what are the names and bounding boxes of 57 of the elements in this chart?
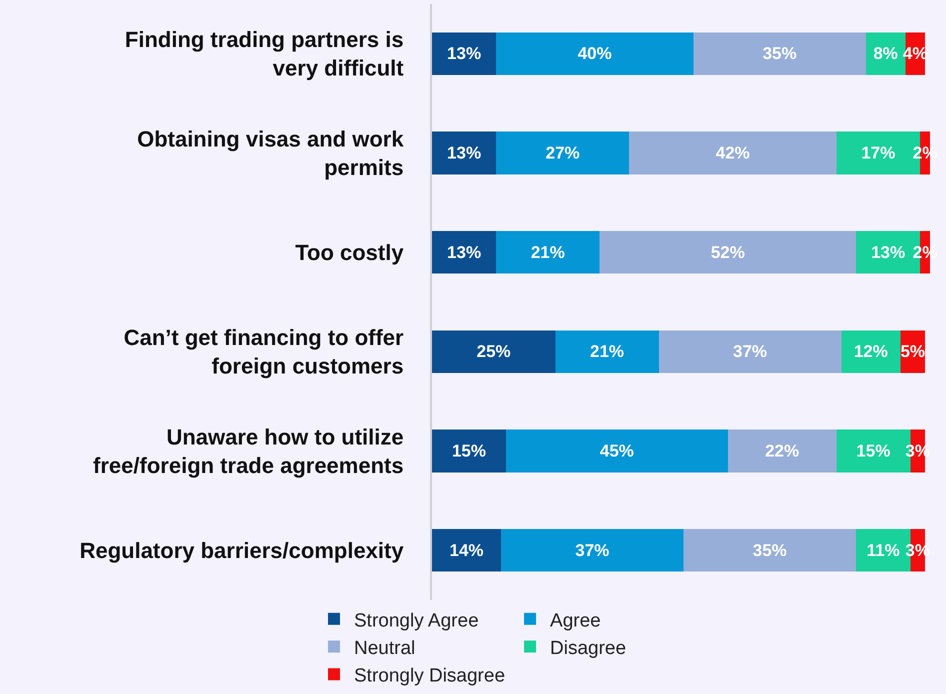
bar bbox=[683, 528, 856, 572]
bar bbox=[506, 430, 728, 472]
data-label: 2% bbox=[912, 144, 938, 162]
data-label: 40% bbox=[578, 44, 612, 64]
bar bbox=[501, 528, 684, 572]
bar bbox=[555, 330, 659, 374]
y-tick-label: Obtaining visas and work permits bbox=[137, 126, 404, 180]
y-tick-label: Regulatory barriers/complexity bbox=[80, 538, 404, 564]
bar bbox=[693, 32, 866, 76]
bar bbox=[432, 230, 496, 274]
y-tick-label: Finding trading partners is very difficult bbox=[124, 27, 404, 81]
bar bbox=[432, 330, 556, 374]
bar bbox=[841, 330, 900, 374]
data-label: 13% bbox=[447, 44, 482, 64]
bar bbox=[600, 230, 856, 274]
data-label: 5% bbox=[900, 342, 926, 362]
y-tick-label: Unaware how to utilize free/foreign trade agreements bbox=[93, 424, 404, 478]
data-label: 11% bbox=[866, 540, 900, 560]
legend-label: Strongly Agree bbox=[354, 610, 479, 632]
data-label: 2% bbox=[912, 242, 938, 262]
data-label: 42% bbox=[716, 144, 750, 162]
bar bbox=[728, 430, 836, 472]
data-label: 45% bbox=[600, 442, 634, 460]
legend-label: Disagree bbox=[550, 638, 626, 659]
data-label: 13% bbox=[447, 144, 482, 162]
bar bbox=[432, 430, 506, 472]
y-tick-label: Can’t get financing to offer foreign customers bbox=[124, 325, 404, 379]
data-label: 35% bbox=[762, 44, 797, 64]
data-label: 17% bbox=[861, 144, 896, 162]
data-label: 13% bbox=[447, 242, 482, 262]
bar bbox=[432, 132, 496, 174]
data-label: 8% bbox=[873, 44, 898, 64]
bar bbox=[496, 230, 600, 274]
data-label: 27% bbox=[546, 144, 580, 162]
bar bbox=[432, 32, 496, 76]
data-label: 15% bbox=[856, 442, 890, 460]
data-label: 21% bbox=[530, 242, 565, 262]
data-label: 13% bbox=[871, 242, 906, 262]
data-label: 12% bbox=[854, 342, 888, 362]
bar bbox=[432, 528, 502, 572]
data-label: 52% bbox=[710, 242, 745, 262]
legend-label: Neutral bbox=[354, 638, 416, 659]
data-label: 14% bbox=[450, 540, 484, 560]
data-label: 35% bbox=[752, 540, 787, 560]
y-tick-label: Too costly bbox=[295, 240, 404, 266]
data-label: 21% bbox=[590, 342, 624, 362]
bar bbox=[658, 330, 842, 374]
data-label: 15% bbox=[452, 442, 486, 460]
legend-label: Agree bbox=[550, 610, 601, 632]
data-label: 22% bbox=[765, 442, 800, 460]
bar bbox=[629, 132, 836, 174]
legend-label: Strongly Disagree bbox=[354, 666, 506, 687]
data-label: 37% bbox=[575, 540, 610, 560]
bar bbox=[496, 32, 694, 76]
bar bbox=[496, 132, 630, 174]
data-label: 25% bbox=[476, 342, 511, 362]
data-label: 37% bbox=[733, 342, 768, 362]
